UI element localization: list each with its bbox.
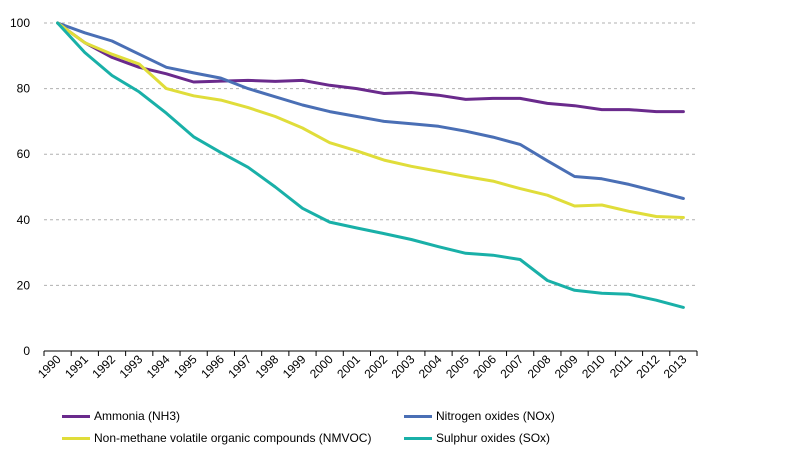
x-tick-label: 2004	[416, 352, 445, 381]
legend-item-nmvoc: Non-methane volatile organic compounds (…	[62, 431, 371, 445]
series-line-2	[56, 21, 685, 219]
series-line-1	[56, 21, 685, 200]
axes	[43, 350, 698, 356]
legend-swatch-nox	[404, 414, 432, 418]
series-line-3	[56, 21, 685, 309]
y-tick-label: 80	[17, 82, 31, 96]
series-lines	[56, 21, 685, 309]
x-tick-label: 2002	[361, 352, 390, 381]
x-tick-label: 2000	[307, 352, 336, 381]
legend-item-ammonia: Ammonia (NH3)	[62, 409, 180, 423]
legend-item-sox: Sulphur oxides (SOx)	[404, 431, 550, 445]
legend-item-nox: Nitrogen oxides (NOx)	[404, 409, 555, 423]
x-tick-label: 1998	[253, 352, 282, 381]
series-line-0	[56, 21, 685, 114]
x-tick-label: 1997	[225, 352, 254, 381]
legend-label-sox: Sulphur oxides (SOx)	[436, 431, 551, 445]
x-tick-label: 1993	[117, 352, 146, 381]
x-tick-label: 1996	[198, 352, 227, 381]
y-tick-label: 0	[23, 344, 30, 358]
x-tick-label: 1995	[171, 352, 200, 381]
x-tick-label: 2009	[552, 352, 581, 381]
y-tick-label: 20	[17, 278, 31, 292]
legend-label-ammonia: Ammonia (NH3)	[94, 409, 181, 423]
x-tick-label: 1999	[280, 352, 309, 381]
x-tick-label: 2013	[661, 352, 690, 381]
legend-swatch-nmvoc	[62, 436, 90, 440]
legend-swatch-sox	[404, 436, 432, 440]
legend-swatch-ammonia	[62, 414, 90, 418]
x-tick-label: 2003	[389, 352, 418, 381]
x-tick-label: 1990	[35, 352, 64, 381]
x-tick-label: 2012	[634, 352, 663, 381]
legend-label-nmvoc: Non-methane volatile organic compounds (…	[94, 431, 372, 445]
x-tick-label: 2008	[525, 352, 554, 381]
y-tick-label: 40	[17, 213, 31, 227]
x-tick-label: 2007	[497, 352, 526, 381]
x-tick-label: 1991	[62, 352, 91, 381]
y-tick-label: 100	[10, 16, 30, 30]
x-tick-label: 2005	[443, 352, 472, 381]
y-tick-label: 60	[17, 147, 31, 161]
x-tick-label: 2006	[470, 352, 499, 381]
x-tick-label: 2010	[579, 352, 608, 381]
x-tick-label: 1992	[89, 352, 118, 381]
x-tick-label: 2011	[607, 352, 635, 380]
y-axis-ticks: 0 20 40 60 80 100	[10, 16, 30, 358]
x-axis-ticks: 1990199119921993199419951996199719981999…	[35, 352, 690, 381]
legend-label-nox: Nitrogen oxides (NOx)	[436, 409, 555, 423]
x-tick-label: 1994	[144, 352, 173, 381]
x-tick-label: 2001	[334, 352, 363, 381]
